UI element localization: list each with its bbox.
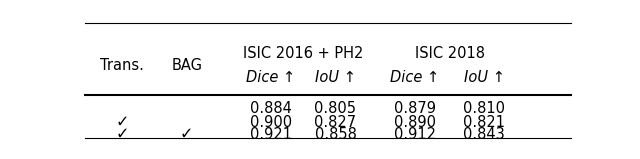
Text: 0.805: 0.805: [314, 101, 356, 116]
Text: 0.890: 0.890: [394, 115, 436, 130]
Text: IoU ↑: IoU ↑: [464, 70, 505, 85]
Text: Trans.: Trans.: [100, 58, 144, 73]
Text: 0.827: 0.827: [314, 115, 356, 130]
Text: Dice ↑: Dice ↑: [390, 70, 440, 85]
Text: 0.858: 0.858: [314, 127, 356, 142]
Text: ISIC 2016 + PH2: ISIC 2016 + PH2: [243, 46, 364, 61]
Text: Dice ↑: Dice ↑: [246, 70, 296, 85]
Text: BAG: BAG: [171, 58, 202, 73]
Text: 0.843: 0.843: [463, 127, 505, 142]
Text: 0.879: 0.879: [394, 101, 436, 116]
Text: ✓: ✓: [115, 115, 129, 130]
Text: ✓: ✓: [180, 127, 193, 142]
Text: 0.900: 0.900: [250, 115, 292, 130]
Text: IoU ↑: IoU ↑: [315, 70, 356, 85]
Text: ISIC 2018: ISIC 2018: [415, 46, 484, 61]
Text: ✓: ✓: [115, 127, 129, 142]
Text: 0.810: 0.810: [463, 101, 505, 116]
Text: 0.921: 0.921: [250, 127, 292, 142]
Text: 0.884: 0.884: [250, 101, 292, 116]
Text: 0.912: 0.912: [394, 127, 436, 142]
Text: 0.821: 0.821: [463, 115, 505, 130]
